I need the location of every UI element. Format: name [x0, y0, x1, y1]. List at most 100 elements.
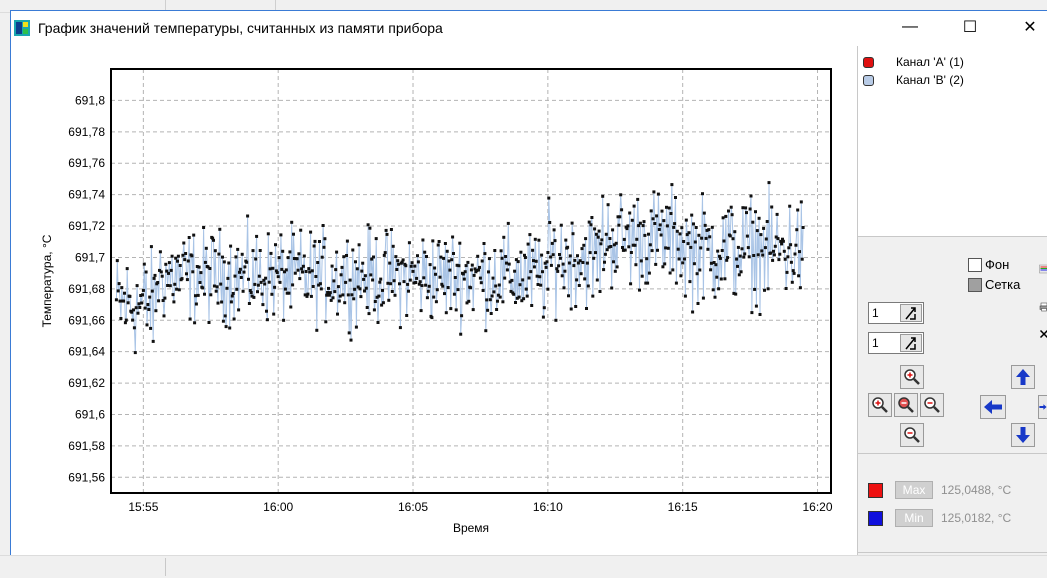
data-point: [491, 295, 494, 298]
data-point: [463, 278, 466, 281]
grid-checkbox[interactable]: Сетка: [968, 277, 1020, 292]
data-point: [394, 294, 397, 297]
data-point: [288, 250, 291, 253]
pan-down-button[interactable]: [1011, 423, 1035, 447]
data-point: [314, 240, 317, 243]
data-point: [198, 266, 201, 269]
y-scale-spin-arrows[interactable]: [900, 334, 922, 352]
background-checkbox-box[interactable]: [968, 258, 982, 272]
legend-label-channel-a: Канал 'A' (1): [896, 55, 964, 69]
data-point: [240, 276, 243, 279]
data-point: [443, 292, 446, 295]
x-scale-spinner[interactable]: 1: [868, 302, 924, 324]
data-point: [668, 207, 671, 210]
data-point: [194, 294, 197, 297]
data-point: [513, 270, 516, 273]
data-point: [563, 270, 566, 273]
arrow-up-icon: [1015, 368, 1031, 386]
data-point: [748, 255, 751, 258]
x-scale-spin-arrows[interactable]: [900, 304, 922, 322]
data-point: [391, 290, 394, 293]
data-point: [413, 265, 416, 268]
data-point: [522, 297, 525, 300]
legend-item-channel-b[interactable]: Канал 'B' (2): [863, 72, 964, 88]
pan-right-button[interactable]: [1038, 395, 1047, 419]
data-point: [416, 254, 419, 257]
data-point: [161, 275, 164, 278]
data-point: [741, 247, 744, 250]
x-scale-value[interactable]: 1: [872, 306, 879, 320]
background-checkbox[interactable]: Фон: [968, 257, 1009, 272]
data-point: [700, 237, 703, 240]
data-point: [794, 244, 797, 247]
data-point: [309, 231, 312, 234]
data-point: [760, 249, 763, 252]
pan-up-button[interactable]: [1011, 365, 1035, 389]
data-point: [737, 246, 740, 249]
data-point: [675, 282, 678, 285]
data-point: [118, 282, 121, 285]
data-point: [530, 304, 533, 307]
data-point: [146, 303, 149, 306]
close-icon: ✕: [1023, 17, 1036, 37]
data-point: [307, 267, 310, 270]
data-point: [778, 253, 781, 256]
zoom-out-x-button[interactable]: [920, 393, 944, 417]
data-point: [424, 284, 427, 287]
data-point: [191, 270, 194, 273]
data-point: [603, 261, 606, 264]
zoom-out-y-button[interactable]: [900, 423, 924, 447]
grid-checkbox-box[interactable]: [968, 278, 982, 292]
pan-left-button[interactable]: [980, 395, 1006, 419]
minimize-button[interactable]: —: [887, 11, 933, 43]
data-point: [732, 237, 735, 240]
data-point: [508, 263, 511, 266]
legend-item-channel-a[interactable]: Канал 'A' (1): [863, 54, 964, 70]
data-point: [285, 268, 288, 271]
data-point: [279, 233, 282, 236]
y-scale-spinner[interactable]: 1: [868, 332, 924, 354]
data-point: [616, 265, 619, 268]
data-point: [228, 327, 231, 330]
data-point: [282, 319, 285, 322]
min-color-swatch[interactable]: [868, 511, 883, 526]
zoom-in-y-button[interactable]: [900, 365, 924, 389]
title-bar[interactable]: График значений температуры, считанных и…: [11, 11, 1047, 46]
data-point: [441, 285, 444, 288]
data-point: [270, 293, 273, 296]
y-scale-value[interactable]: 1: [872, 336, 879, 350]
data-point: [466, 261, 469, 264]
data-point: [743, 252, 746, 255]
data-point: [470, 268, 473, 271]
min-button[interactable]: Min: [895, 509, 933, 527]
temperature-chart[interactable]: 691,56691,58691,6691,62691,64691,66691,6…: [11, 46, 857, 556]
data-point: [280, 268, 283, 271]
data-point: [325, 294, 328, 297]
palette-button[interactable]: [1039, 257, 1047, 281]
zoom-in-x-button[interactable]: [868, 393, 892, 417]
data-point: [243, 265, 246, 268]
data-point: [426, 296, 429, 299]
max-color-swatch[interactable]: [868, 483, 883, 498]
data-point: [116, 259, 119, 262]
data-point: [289, 306, 292, 309]
data-point: [574, 305, 577, 308]
data-point: [528, 233, 531, 236]
print-button[interactable]: [1039, 295, 1047, 319]
data-point: [446, 250, 449, 253]
close-button[interactable]: ✕: [1007, 11, 1047, 43]
data-point: [747, 246, 750, 249]
zoom-reset-button[interactable]: [894, 393, 918, 417]
maximize-button[interactable]: ☐: [947, 11, 993, 43]
data-point: [486, 309, 489, 312]
data-point: [676, 230, 679, 233]
clear-button[interactable]: [1039, 322, 1047, 346]
data-point: [305, 270, 308, 273]
data-point: [714, 263, 717, 266]
data-point: [258, 275, 261, 278]
data-point: [274, 243, 277, 246]
data-point: [663, 262, 666, 265]
max-button[interactable]: Мах: [895, 481, 933, 499]
data-point: [609, 245, 612, 248]
